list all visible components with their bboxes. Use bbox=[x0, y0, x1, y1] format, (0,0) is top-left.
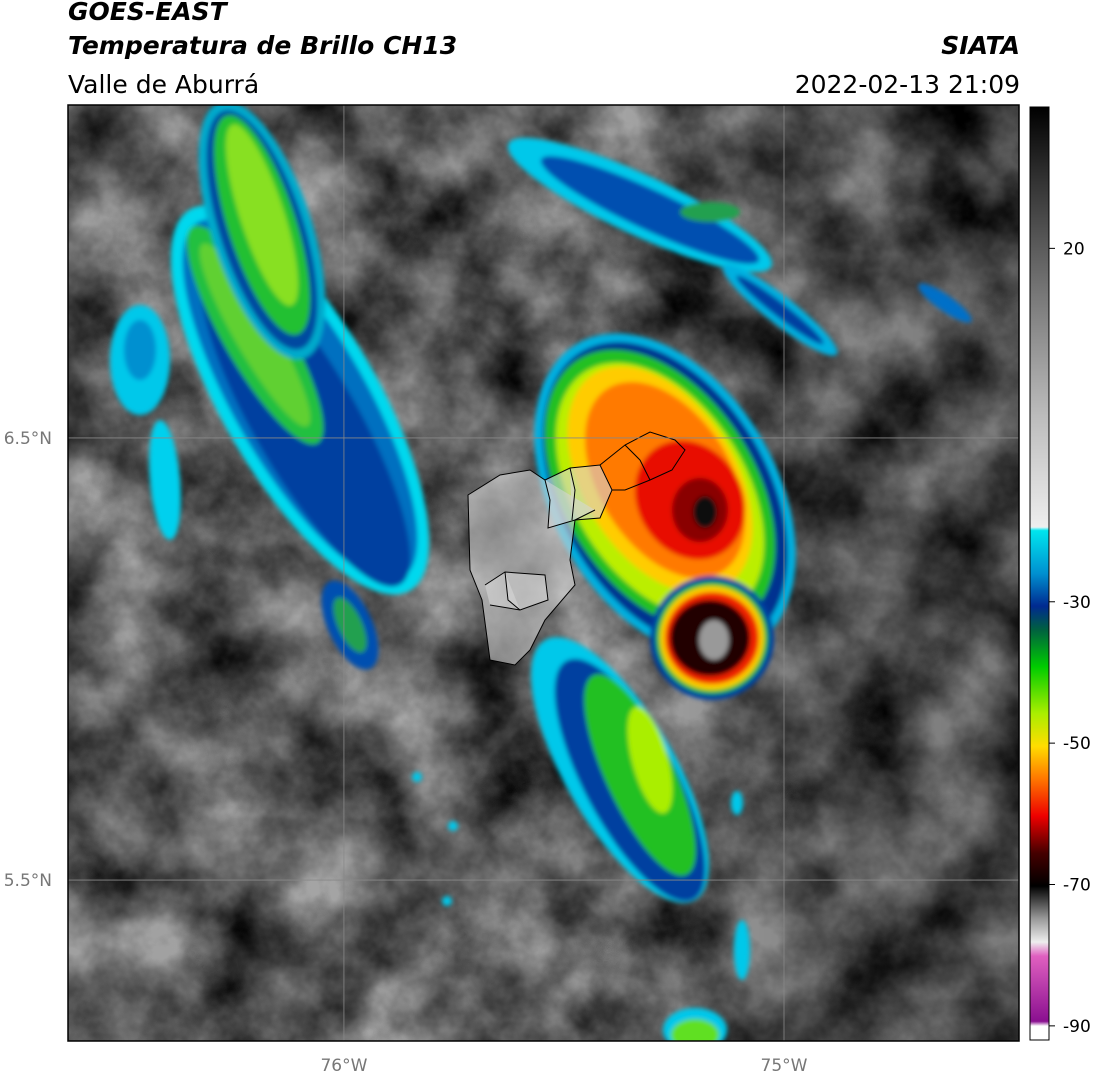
map-frame bbox=[67, 104, 1020, 1042]
title: GOES-EAST bbox=[68, 0, 229, 26]
colorbar-tick-label: -50 bbox=[1063, 734, 1091, 754]
colorbar bbox=[1029, 106, 1050, 1041]
y-tick-label: 6.5°N bbox=[4, 429, 52, 449]
subtitle: Temperatura de Brillo CH13 bbox=[68, 31, 457, 60]
municipal-boundaries bbox=[467, 431, 686, 666]
satellite-image bbox=[68, 105, 1019, 1041]
y-tick-label: 5.5°N bbox=[4, 871, 52, 891]
source: SIATA bbox=[941, 31, 1020, 60]
colorbar-tick-label: -70 bbox=[1063, 876, 1091, 896]
colorbar-tick-label: -30 bbox=[1063, 593, 1091, 613]
grid bbox=[68, 105, 1019, 1041]
x-tick-label: 75°W bbox=[761, 1056, 808, 1076]
x-tick-label: 76°W bbox=[320, 1056, 367, 1076]
datetime: 2022-02-13 21:09 bbox=[795, 70, 1020, 99]
region: Valle de Aburrá bbox=[68, 70, 259, 99]
colorbar-tick-label: 20 bbox=[1063, 239, 1085, 259]
colorbar-tick-label: -90 bbox=[1063, 1017, 1091, 1037]
